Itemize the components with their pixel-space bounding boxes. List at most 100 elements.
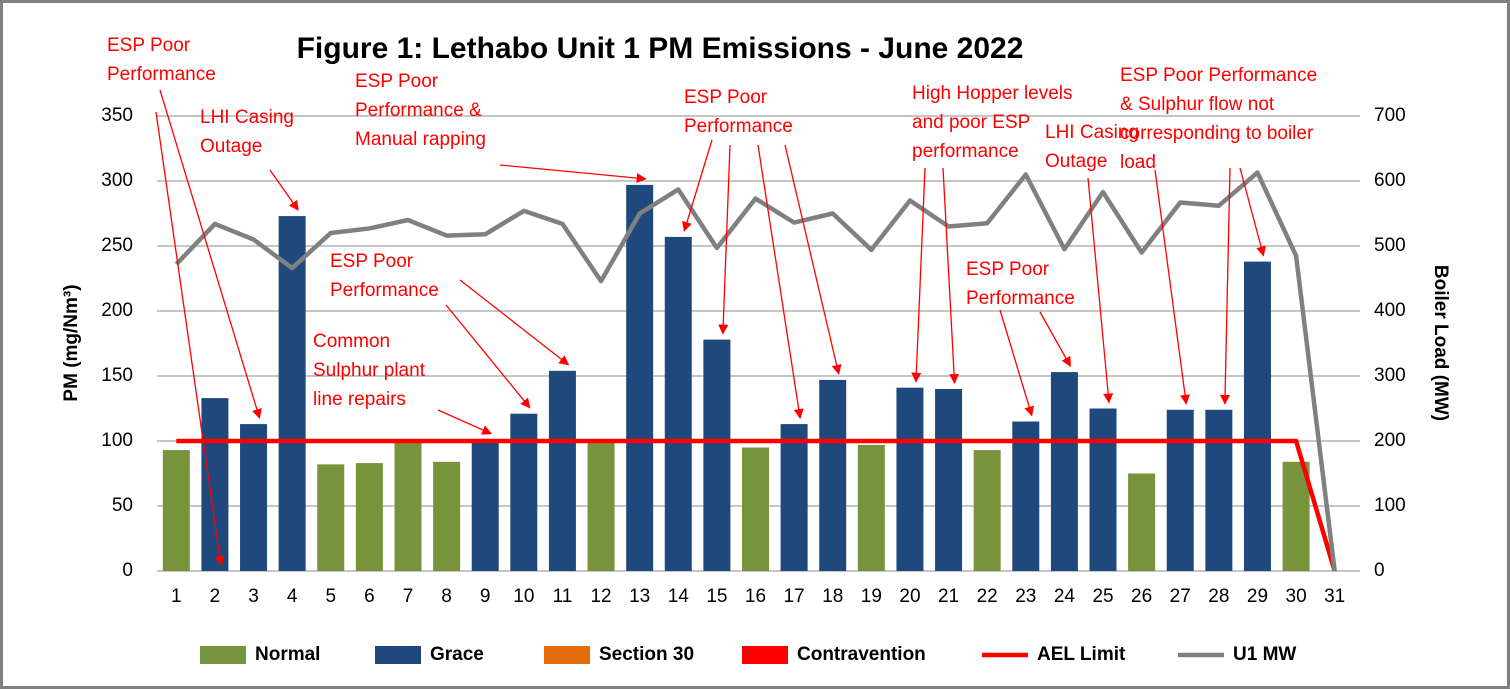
annotation: Outage [1045, 151, 1107, 172]
y-tick-label: 250 [101, 235, 133, 256]
x-tick-label: 30 [1286, 586, 1307, 607]
x-tick-label: 1 [171, 586, 182, 607]
legend-label: Contravention [797, 644, 926, 665]
annotation-arrow [269, 169, 299, 211]
y2-tick-label: 300 [1374, 365, 1406, 386]
x-tick-label: 29 [1247, 586, 1268, 607]
annotation: LHI Casing [200, 107, 294, 128]
annotation: LHI Casing [1045, 122, 1139, 143]
annotation-arrow [437, 409, 493, 435]
annotation: ESP Poor Performance [1120, 65, 1317, 86]
annotation-arrow [1087, 177, 1114, 404]
bar [703, 339, 731, 571]
annotation: ESP Poor [684, 87, 768, 108]
x-tick-label: 14 [668, 586, 690, 607]
annotation-arrow [942, 167, 960, 384]
x-tick-label: 10 [513, 586, 534, 607]
x-tick-label: 13 [629, 586, 650, 607]
y-tick-label: 150 [101, 365, 133, 386]
annotation-arrow [1220, 167, 1231, 405]
annotation: Sulphur plant [313, 360, 426, 381]
x-tick-label: 3 [248, 586, 259, 607]
x-tick-label: 28 [1208, 586, 1229, 607]
x-tick-label: 9 [480, 586, 491, 607]
annotation-arrow [1039, 311, 1071, 367]
annotation: ESP Poor [107, 35, 191, 56]
y-tick-label: 300 [101, 170, 133, 191]
annotation: load [1120, 152, 1156, 173]
bar [317, 464, 345, 571]
annotation: Common [313, 331, 390, 352]
annotation: line repairs [313, 389, 406, 410]
annotation-arrow [911, 167, 926, 383]
annotation: ESP Poor [355, 71, 439, 92]
bar [1243, 261, 1271, 571]
legend-label: AEL Limit [1037, 644, 1126, 665]
bar [394, 441, 422, 571]
x-tick-label: 12 [590, 586, 611, 607]
y2-tick-label: 500 [1374, 235, 1406, 256]
y-tick-label: 200 [101, 300, 133, 321]
bar [548, 370, 576, 571]
bar [1012, 421, 1040, 571]
annotation-arrow [499, 164, 647, 184]
bar [201, 398, 229, 571]
annotation-arrow [1239, 167, 1266, 257]
y-tick-label: 100 [101, 430, 133, 451]
bar [1089, 408, 1117, 571]
x-tick-label: 16 [745, 586, 766, 607]
x-tick-label: 8 [441, 586, 452, 607]
legend-label: Grace [430, 644, 484, 665]
x-tick-label: 2 [210, 586, 221, 607]
bar [355, 463, 383, 571]
annotation: Performance & [355, 100, 482, 121]
annotation-arrow [682, 139, 713, 232]
bar [857, 444, 885, 571]
x-tick-label: 31 [1324, 586, 1345, 607]
y2-tick-label: 100 [1374, 495, 1406, 516]
annotation-arrow [784, 144, 842, 375]
y-tick-label: 0 [122, 560, 133, 581]
bar [780, 424, 808, 571]
annotation: corresponding to boiler [1120, 123, 1314, 144]
annotation: Performance [330, 280, 439, 301]
bar [278, 216, 306, 571]
x-tick-label: 26 [1131, 586, 1152, 607]
x-tick-label: 24 [1054, 586, 1076, 607]
x-tick-label: 6 [364, 586, 375, 607]
bar [471, 439, 499, 571]
bar [1282, 461, 1310, 571]
annotation-arrow [718, 144, 731, 335]
bar [1050, 372, 1078, 571]
annotation: & Sulphur flow not [1120, 94, 1275, 115]
y-axis-label: PM (mg/Nm³) [61, 284, 82, 401]
x-tick-label: 7 [403, 586, 414, 607]
legend-swatch [544, 646, 590, 664]
annotation: ESP Poor [966, 259, 1050, 280]
legend-swatch [742, 646, 788, 664]
bar [626, 184, 654, 571]
bar [664, 236, 692, 571]
bar [1205, 409, 1233, 571]
bar [587, 442, 615, 571]
bar [935, 389, 963, 571]
annotation-arrow [757, 144, 804, 420]
legend-swatch [375, 646, 421, 664]
legend-label: U1 MW [1233, 644, 1296, 665]
x-tick-label: 25 [1092, 586, 1113, 607]
annotation-arrow [459, 279, 570, 366]
annotation: and poor ESP [912, 112, 1030, 133]
bar [510, 413, 538, 571]
legend-swatch [200, 646, 246, 664]
x-tick-label: 23 [1015, 586, 1036, 607]
bar [973, 450, 1001, 571]
x-tick-label: 15 [706, 586, 727, 607]
bar [1166, 409, 1194, 571]
annotation: Manual rapping [355, 129, 486, 150]
annotation-arrow [445, 304, 531, 409]
line-series [176, 438, 1337, 572]
y-tick-label: 350 [101, 105, 133, 126]
bar [433, 461, 461, 571]
line-series [174, 170, 1337, 572]
